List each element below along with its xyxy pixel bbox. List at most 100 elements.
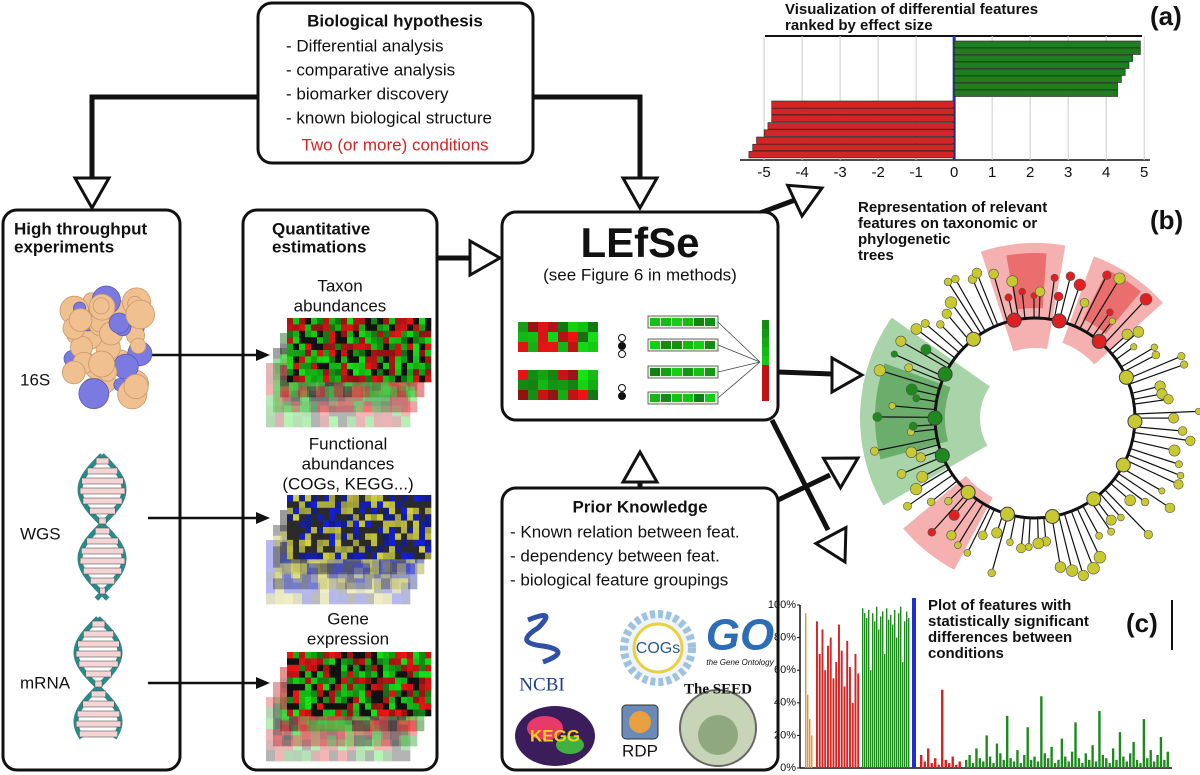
heatmap-cell <box>353 495 360 502</box>
feature-bar <box>1105 758 1108 768</box>
feature-bar <box>1115 759 1118 768</box>
heatmap-cell <box>401 384 411 396</box>
tree-branch <box>976 272 999 326</box>
heatmap-cell <box>407 318 414 325</box>
dna-base <box>81 547 124 555</box>
tree-leaf <box>872 412 883 422</box>
heatmap-cell <box>317 375 324 383</box>
heatmap-cell <box>347 729 357 740</box>
heatmap-cell <box>399 380 409 391</box>
heatmap-cell <box>419 677 426 685</box>
heatmap-cell <box>329 350 336 357</box>
heatmap-cell <box>401 495 408 502</box>
heatmap-cell <box>365 658 372 666</box>
heatmap-cell <box>401 527 408 534</box>
heatmap-cell <box>341 652 348 659</box>
heatmap-cell <box>335 330 342 338</box>
heatmap-cell <box>311 343 318 351</box>
heatmap-cell <box>309 714 319 725</box>
heatmap-cell <box>317 330 324 338</box>
heatmap-cell <box>282 348 292 359</box>
heatmap-cell <box>300 390 310 402</box>
heatmap-cell <box>299 539 306 547</box>
heatmap-cell <box>381 714 391 725</box>
feature-bar <box>890 614 892 768</box>
heatmap-cell <box>305 552 312 560</box>
heatmap-cell <box>305 703 312 710</box>
heatmap-cell <box>353 324 360 332</box>
schema-cell <box>588 380 598 390</box>
heatmap-cell <box>300 578 310 590</box>
schema-cell <box>762 356 769 365</box>
tree-leaf <box>888 402 896 410</box>
feature-bar <box>857 673 860 768</box>
heatmap-cell <box>311 546 318 553</box>
heatmap-cell <box>392 416 402 428</box>
heatmap-cell <box>389 684 396 691</box>
feature-bar <box>999 753 1002 768</box>
heatmap-cell <box>383 318 390 325</box>
heatmap-cell <box>389 690 396 698</box>
feature-bar <box>1081 763 1084 768</box>
heatmap-cell <box>354 557 364 568</box>
heatmap-cell <box>372 714 382 725</box>
heatmap-cell <box>363 557 373 568</box>
tree-leaf <box>987 568 996 578</box>
feature-bar <box>880 616 882 768</box>
tree-branch <box>1127 454 1181 477</box>
heatmap-cell <box>329 384 339 396</box>
heatmap-cell <box>309 567 319 579</box>
heatmap-cell <box>356 416 366 428</box>
heatmap-cell <box>389 514 396 521</box>
heatmap-cell <box>395 527 402 534</box>
schema-cell <box>528 342 538 352</box>
tree-leaf <box>915 452 926 463</box>
heatmap-cell <box>317 546 324 553</box>
panel-c-title: differences between <box>928 629 1072 646</box>
heatmap-cell <box>353 520 360 528</box>
heatmap-cell <box>407 520 414 528</box>
heatmap-cell <box>323 703 330 710</box>
heatmap-cell <box>293 718 303 730</box>
heatmap-cell <box>377 343 384 351</box>
heatmap-cell <box>329 664 336 672</box>
feature-bar <box>864 613 866 768</box>
tree-leaf <box>1130 343 1138 351</box>
heatmap-cell <box>335 520 342 528</box>
heatmap-cell <box>401 552 408 560</box>
functional-label: Functional <box>309 434 387 453</box>
heatmap-cell <box>302 416 312 428</box>
heatmap-cell <box>282 714 292 725</box>
heatmap-cell <box>413 318 420 325</box>
heatmap-cell <box>275 739 285 751</box>
tree-leaf <box>941 308 952 319</box>
heatmap-cell <box>293 501 300 509</box>
heatmap-cell <box>302 395 312 406</box>
schema-cell <box>705 368 715 376</box>
heatmap-cell <box>282 703 292 715</box>
heatmap-cell <box>401 750 411 762</box>
heatmap-cell <box>341 677 348 685</box>
heatmap-cell <box>305 318 312 325</box>
schema-cell <box>568 370 578 380</box>
schema-cell <box>588 370 598 380</box>
heatmap-cell <box>347 343 354 351</box>
heatmap-cell <box>377 552 384 560</box>
feature-bar <box>854 653 857 768</box>
heatmap-cell <box>425 369 432 376</box>
heatmap-cell <box>413 690 420 698</box>
heatmap-cell <box>413 652 420 659</box>
heatmap-cell <box>381 578 391 590</box>
heatmap-cell <box>327 735 337 747</box>
heatmap-cell <box>395 501 402 509</box>
heatmap-cell <box>383 330 390 338</box>
heatmap-cell <box>345 401 355 413</box>
arrow-head <box>785 183 825 220</box>
feature-bar <box>1098 710 1101 768</box>
heatmap-cell <box>347 514 354 521</box>
heatmap-cell <box>299 527 306 534</box>
heatmap-cell <box>365 718 375 730</box>
heatmap-cell <box>300 557 310 568</box>
logo-go: GO <box>706 611 774 660</box>
heatmap-cell <box>293 495 300 502</box>
